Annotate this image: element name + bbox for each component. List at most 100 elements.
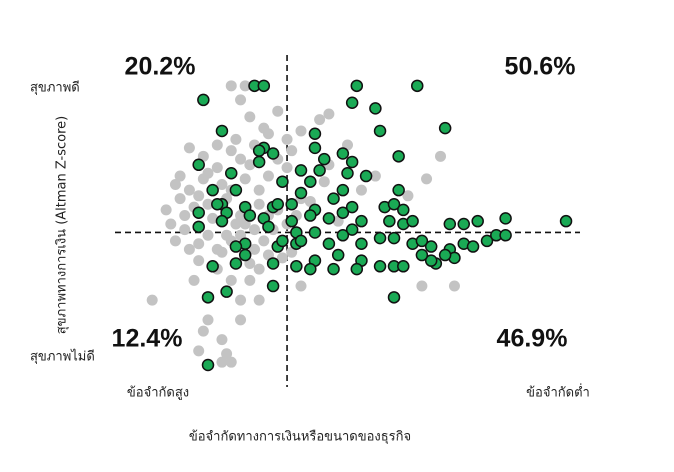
point — [165, 218, 177, 230]
point — [499, 229, 512, 242]
point — [327, 192, 340, 205]
point — [215, 124, 229, 138]
point — [322, 212, 336, 225]
point — [253, 198, 265, 210]
point — [424, 254, 438, 267]
point — [183, 243, 195, 255]
y-bottom-label: สุขภาพไม่ดี — [30, 349, 95, 365]
point — [411, 79, 424, 93]
point — [197, 325, 209, 337]
point — [202, 229, 214, 241]
point — [197, 93, 210, 107]
point — [471, 214, 484, 228]
point — [318, 176, 330, 188]
point — [276, 175, 289, 188]
point — [295, 280, 307, 292]
point — [438, 121, 452, 135]
point — [229, 240, 243, 253]
point — [304, 209, 317, 222]
point — [281, 162, 293, 174]
point — [235, 94, 247, 106]
point — [262, 128, 274, 140]
point — [308, 226, 322, 239]
point — [252, 155, 266, 169]
point — [369, 170, 381, 182]
point — [257, 79, 271, 93]
point — [206, 183, 219, 197]
point — [336, 147, 350, 160]
point — [201, 358, 215, 372]
point — [229, 257, 243, 270]
point — [387, 198, 401, 211]
point — [252, 144, 266, 157]
x-axis-label: ข้อจำกัดทางการเงินหรือขนาดของธุรกิจ — [189, 429, 411, 445]
point — [438, 248, 452, 262]
point — [271, 198, 284, 211]
point — [179, 210, 191, 222]
point — [285, 198, 298, 211]
point — [304, 175, 317, 188]
point — [235, 314, 247, 326]
point — [435, 150, 446, 162]
point — [169, 179, 181, 191]
point — [355, 237, 368, 250]
point — [193, 255, 205, 267]
point — [174, 170, 186, 182]
point — [230, 218, 242, 230]
point — [225, 166, 238, 180]
point — [249, 243, 260, 255]
quadrant-label: 46.9% — [497, 325, 568, 353]
point — [253, 263, 265, 275]
point — [169, 235, 181, 247]
point — [183, 184, 195, 196]
point — [359, 169, 373, 183]
point — [322, 237, 336, 250]
point — [239, 80, 251, 92]
point — [327, 262, 340, 276]
point — [424, 240, 438, 253]
point — [193, 190, 205, 202]
point — [225, 145, 237, 157]
point — [258, 235, 270, 247]
point — [345, 223, 359, 236]
point — [211, 198, 224, 211]
point — [216, 356, 228, 368]
point — [197, 173, 209, 185]
point — [262, 220, 275, 234]
point — [253, 184, 265, 196]
point — [225, 80, 237, 92]
point — [286, 145, 298, 157]
point — [174, 193, 186, 205]
point — [276, 234, 289, 248]
point — [313, 164, 326, 177]
point — [304, 262, 317, 276]
point — [266, 147, 280, 160]
point — [221, 229, 233, 241]
point — [239, 173, 251, 185]
point — [243, 209, 257, 222]
point — [406, 214, 419, 228]
point — [281, 133, 293, 145]
point — [295, 125, 307, 137]
point — [179, 224, 191, 236]
point — [230, 133, 242, 145]
point — [369, 102, 382, 115]
point — [443, 217, 457, 231]
point — [183, 142, 195, 154]
point — [397, 203, 410, 217]
point — [262, 170, 274, 182]
point — [499, 212, 512, 225]
point — [188, 274, 200, 286]
point — [457, 217, 470, 231]
point — [415, 234, 429, 248]
point — [202, 314, 214, 326]
point — [216, 179, 228, 191]
point — [336, 206, 350, 219]
point — [373, 124, 387, 138]
point — [466, 240, 480, 253]
point — [202, 198, 214, 210]
point — [341, 166, 354, 180]
point — [220, 285, 233, 298]
point — [336, 229, 350, 242]
